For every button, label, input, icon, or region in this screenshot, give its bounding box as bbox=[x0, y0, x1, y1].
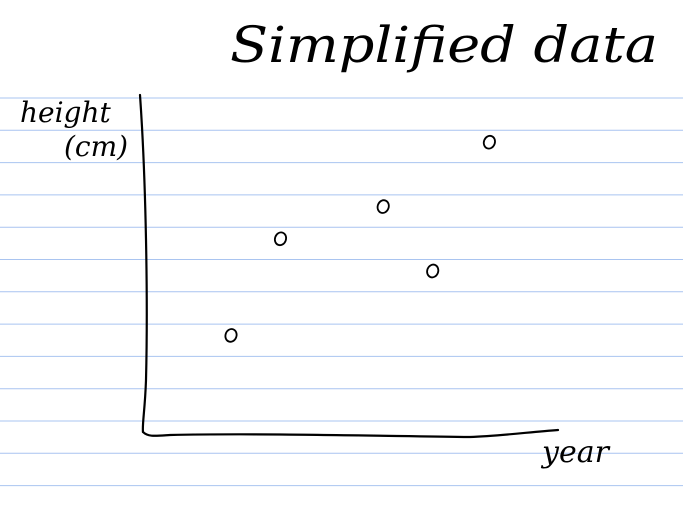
data-point-1 bbox=[224, 328, 238, 343]
data-point-4 bbox=[426, 263, 440, 279]
x-axis-label: year bbox=[540, 435, 611, 470]
x-axis bbox=[141, 428, 560, 439]
data-point-3 bbox=[376, 199, 390, 214]
data-points bbox=[224, 134, 496, 343]
chart-title: Simplified data bbox=[230, 16, 658, 74]
y-axis bbox=[138, 93, 148, 434]
ruled-paper-lines bbox=[0, 97, 683, 487]
y-axis-label: height (cm) bbox=[20, 96, 128, 163]
data-point-2 bbox=[273, 231, 288, 247]
data-point-5 bbox=[482, 134, 496, 150]
